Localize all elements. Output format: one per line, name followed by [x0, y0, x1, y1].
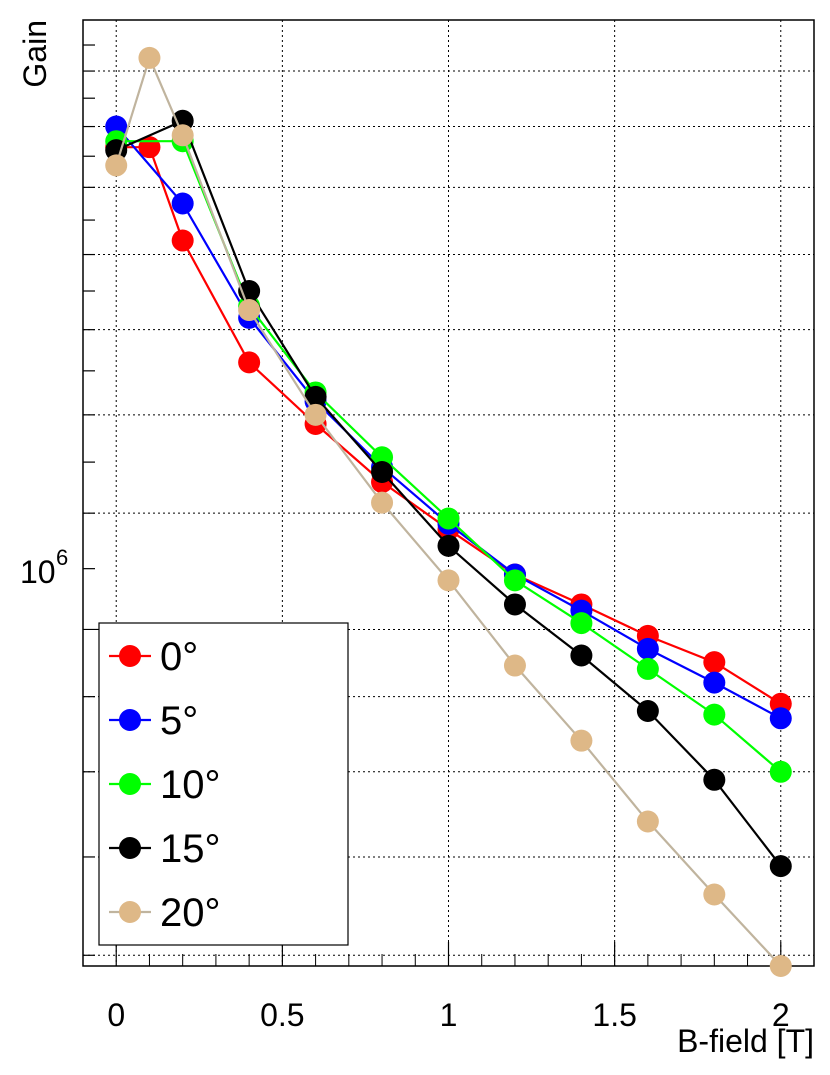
y-tick-label-exponent: 6 — [56, 545, 68, 570]
series-line — [115, 54, 782, 967]
data-point — [304, 403, 327, 426]
legend-entries: 0° 5° 10° 15° 20° — [109, 635, 221, 935]
data-point — [437, 569, 460, 592]
series-3 — [105, 109, 792, 878]
legend-entry: 20° — [109, 891, 221, 935]
x-tick-label: 0 — [107, 997, 125, 1033]
data-point — [703, 883, 726, 906]
legend-entry: 10° — [109, 763, 221, 807]
legend: 0° 5° 10° 15° 20° — [98, 622, 349, 946]
data-point — [503, 654, 526, 677]
x-tick-label: 1.5 — [592, 997, 636, 1033]
x-tick-label: 2 — [772, 997, 790, 1033]
x-tick-label: 1 — [440, 997, 458, 1033]
series-4 — [105, 46, 792, 977]
data-point — [636, 657, 659, 680]
data-point — [703, 768, 726, 791]
data-point — [769, 955, 792, 977]
legend-label: 10° — [160, 763, 221, 807]
data-point — [703, 651, 726, 674]
data-point — [371, 461, 394, 484]
data-point — [570, 729, 593, 752]
legend-label: 5° — [160, 699, 198, 743]
legend-entry: 0° — [109, 635, 198, 679]
legend-marker — [119, 837, 141, 859]
data-point — [437, 534, 460, 557]
data-point — [636, 699, 659, 722]
legend-marker — [119, 901, 141, 923]
legend-entry: 15° — [109, 827, 221, 871]
data-point — [703, 703, 726, 726]
data-point — [238, 351, 261, 374]
data-point — [138, 46, 161, 69]
data-point — [636, 637, 659, 660]
data-point — [238, 299, 261, 322]
data-point — [769, 707, 792, 730]
data-point — [171, 192, 194, 215]
legend-marker — [119, 645, 141, 667]
data-point — [304, 385, 327, 408]
series — [105, 46, 792, 977]
x-axis-title: B-field [T] — [677, 1023, 814, 1059]
y-axis-title: Gain — [17, 20, 53, 88]
data-point — [171, 124, 194, 147]
data-point — [105, 154, 128, 177]
legend-marker — [119, 773, 141, 795]
data-point — [769, 855, 792, 878]
data-point — [503, 569, 526, 592]
y-tick-label-base: 10 — [20, 554, 56, 590]
data-point — [769, 760, 792, 783]
data-point — [570, 612, 593, 635]
legend-label: 15° — [160, 827, 221, 871]
data-point — [371, 491, 394, 514]
legend-marker — [119, 709, 141, 731]
y-tick-label-1e6: 10 6 — [20, 545, 68, 590]
data-point — [503, 593, 526, 616]
x-tick-label: 0.5 — [260, 997, 304, 1033]
x-tick-labels: 0 0.5 1 1.5 2 — [107, 997, 789, 1033]
legend-label: 0° — [160, 635, 198, 679]
legend-entry: 5° — [109, 699, 198, 743]
data-point — [636, 810, 659, 833]
legend-label: 20° — [160, 891, 221, 935]
series-line — [116, 146, 782, 705]
data-point — [171, 229, 194, 252]
data-point — [570, 644, 593, 667]
data-point — [703, 671, 726, 694]
data-point — [437, 507, 460, 530]
